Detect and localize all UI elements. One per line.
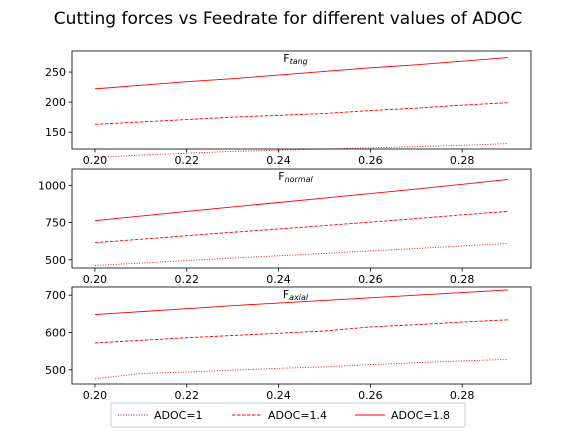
series-line-adoc-1-4 [94, 102, 509, 125]
x-tick-label: 0.26 [358, 273, 383, 286]
y-tick-label: 1000 [38, 179, 66, 192]
y-tick-label: 200 [45, 96, 66, 109]
legend-frame [110, 402, 466, 428]
y-tick-label: 600 [45, 327, 66, 340]
x-tick-label: 0.22 [175, 273, 200, 286]
legend: ADOC=1 ADOC=1.4 ADOC=1.8 [110, 402, 466, 428]
series-line-adoc-1 [94, 358, 509, 380]
series-line-adoc-1 [94, 143, 509, 158]
x-tick-label: 0.26 [358, 154, 383, 167]
y-tick-label: 150 [45, 126, 66, 139]
x-tick-label: 0.28 [450, 273, 475, 286]
x-tick-label: 0.20 [83, 273, 108, 286]
x-tick-label: 0.20 [83, 389, 108, 402]
series-line-adoc-1-8 [94, 178, 509, 222]
y-tick-label: 250 [45, 66, 66, 79]
panel-title: Fnormal [278, 170, 313, 184]
x-tick-label: 0.24 [266, 389, 291, 402]
axes-frame [71, 286, 532, 385]
legend-label-adoc-1: ADOC=1 [154, 409, 203, 422]
y-tick-label: 500 [45, 364, 66, 377]
series-line-adoc-1-4 [94, 210, 509, 244]
y-tick-label: 700 [45, 289, 66, 302]
panel-f-tang: 0.20 0.22 0.24 0.26 0.28 150 200 250 Ftang [45, 50, 532, 167]
series-line-adoc-1 [94, 242, 509, 266]
panel-f-normal: 0.20 0.22 0.24 0.26 0.28 500 750 1000 Fnormal [38, 168, 532, 286]
panel-f-axial: 0.20 0.22 0.24 0.26 0.28 500 600 700 Faxial [45, 286, 532, 402]
figure-title: Cutting forces vs Feedrate for different… [54, 9, 522, 29]
series-line-adoc-1-4 [94, 319, 509, 344]
x-tick-label: 0.28 [450, 389, 475, 402]
panel-title: Faxial [283, 288, 309, 302]
axes-frame [71, 50, 532, 150]
series-line-adoc-1-8 [94, 289, 509, 316]
y-tick-label: 750 [45, 217, 66, 230]
x-tick-label: 0.24 [266, 273, 291, 286]
legend-label-adoc-1-8: ADOC=1.8 [391, 409, 450, 422]
x-tick-label: 0.22 [175, 389, 200, 402]
legend-label-adoc-1-4: ADOC=1.4 [268, 409, 327, 422]
axes-frame [71, 168, 532, 269]
panel-title: Ftang [283, 52, 308, 66]
series-line-adoc-1-8 [94, 57, 509, 90]
y-tick-label: 500 [45, 254, 66, 267]
x-tick-label: 0.24 [266, 154, 291, 167]
x-tick-label: 0.28 [450, 154, 475, 167]
x-tick-label: 0.26 [358, 389, 383, 402]
x-tick-label: 0.22 [175, 154, 200, 167]
x-tick-label: 0.20 [83, 154, 108, 167]
